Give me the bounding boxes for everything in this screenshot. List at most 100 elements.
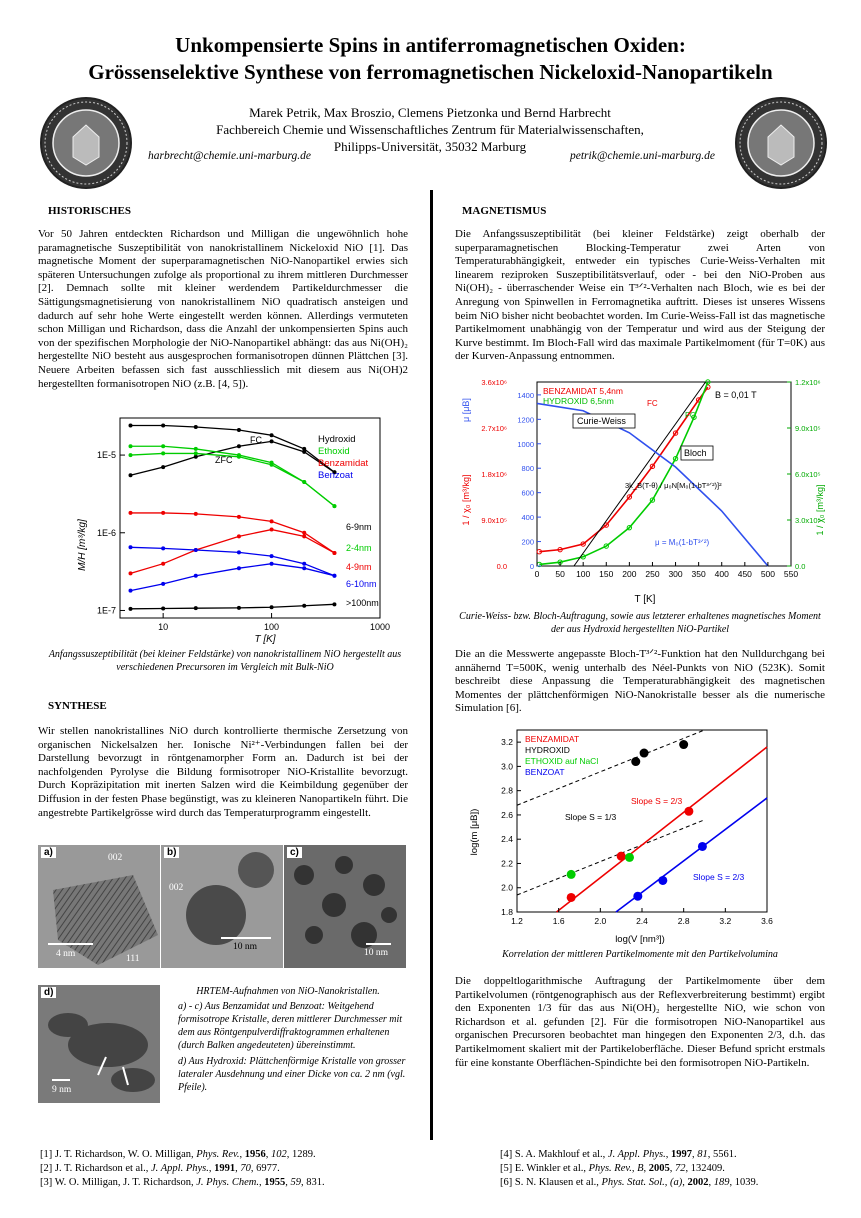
y-tick-label: 2.6	[501, 810, 513, 820]
data-point	[649, 497, 656, 503]
legend-entry: BENZOAT	[525, 767, 565, 777]
x-axis-label: T [K]	[635, 594, 656, 605]
data-point	[302, 530, 307, 535]
data-point	[672, 455, 679, 462]
legend-hydroxid: HYDROXID 6,5nm	[543, 396, 614, 406]
data-point	[332, 573, 337, 578]
data-point	[161, 465, 166, 470]
caption-chart2: Curie-Weiss- bzw. Bloch-Auftragung, sowi…	[459, 611, 821, 635]
micrograph-d-label: d)	[41, 987, 57, 998]
x-tick-label: 1.2	[511, 916, 523, 926]
reference-item: [6] S. N. Klausen et al., Phys. Stat. So…	[500, 1177, 759, 1188]
legend-entry: HYDROXID	[525, 745, 570, 755]
data-point	[236, 514, 241, 519]
data-point	[633, 891, 643, 901]
left-inner-tick-label: 200	[521, 538, 534, 547]
curie-weiss-label: Curie-Weiss	[577, 416, 626, 426]
data-point	[626, 494, 633, 500]
left-outer-axis-label: 1 / χ₀ [m³/kg]	[461, 475, 471, 526]
x-tick-label: 10	[158, 622, 168, 632]
series-line	[539, 386, 709, 553]
references-right: [4] S. A. Makhlouf et al., J. Appl. Phys…	[500, 1148, 840, 1190]
micrograph-b-label: b)	[164, 847, 180, 858]
data-point	[161, 581, 166, 586]
left-inner-tick-label: 400	[521, 513, 534, 522]
left-outer-tick-label: 2.7x10⁶	[481, 424, 507, 433]
email-left[interactable]: harbrecht@chemie.uni-marburg.de	[148, 150, 312, 162]
data-point	[566, 892, 576, 902]
slope-benzoat-label: Slope S = 2/3	[693, 872, 745, 882]
left-outer-tick-label: 9.0x10⁵	[481, 516, 507, 525]
micrograph-c-scalebar	[366, 943, 391, 945]
micrograph-a-annotation-002: 002	[108, 853, 123, 863]
data-point	[332, 470, 337, 475]
data-point	[269, 527, 274, 532]
legend-entry: Ethoxid	[318, 446, 350, 457]
left-inner-axis-label: μ [μB]	[461, 398, 471, 422]
x-tick-label: 500	[761, 569, 775, 579]
moment-formula: μ = M₀(1-bT³ᐟ²)	[655, 538, 710, 547]
legend-entry: BENZAMIDAT	[525, 734, 579, 744]
data-point	[236, 454, 241, 459]
micrograph-d-scale: 9 nm	[52, 1085, 72, 1095]
data-point	[128, 444, 133, 449]
series-line	[573, 381, 706, 567]
fc-green-label: FC	[685, 411, 696, 420]
y-tick-label: 3.0	[501, 761, 513, 771]
left-inner-tick-label: 1200	[517, 415, 534, 424]
authors: Marek Petrik, Max Broszio, Clemens Pietz…	[249, 105, 611, 120]
size-label: >100nm	[346, 598, 379, 608]
micrograph-b-annotation-002: 002	[169, 883, 184, 893]
email-right[interactable]: petrik@chemie.uni-marburg.de	[570, 150, 715, 162]
data-point	[236, 534, 241, 539]
y-axis-label: M/H [m³/kg]	[77, 519, 88, 571]
y-tick-label: 1E-5	[97, 450, 116, 460]
hrtem-caption-ac: a) - c) Aus Benzamidat und Benzoat: Weit…	[178, 1001, 403, 1051]
data-point	[193, 446, 198, 451]
data-point	[302, 446, 307, 451]
legend-entry: Hydroxid	[318, 434, 356, 445]
left-inner-tick-label: 1000	[517, 440, 534, 449]
legend-entry: Benzoat	[318, 470, 353, 481]
text-magnetismus-2: Die an die Messwerte angepasste Bloch-T³…	[455, 648, 825, 715]
right-tick-label: 9.0x10⁵	[795, 424, 821, 433]
hrtem-caption: HRTEM-Aufnahmen von NiO-Nanokristallen. …	[168, 985, 408, 1094]
micrograph-a-scale: 4 nm	[56, 949, 76, 959]
reference-item: [5] E. Winkler et al., Phys. Rev., B, 20…	[500, 1163, 725, 1174]
caption-chart3: Korrelation der mittleren Partikelmoment…	[502, 949, 778, 960]
data-point	[128, 588, 133, 593]
data-point	[128, 473, 133, 478]
data-point	[161, 510, 166, 515]
micrograph-b-scalebar	[221, 937, 271, 939]
data-point	[302, 603, 307, 608]
data-point	[236, 566, 241, 571]
data-point	[269, 554, 274, 559]
size-label: 6-10nm	[346, 579, 377, 589]
data-point	[128, 545, 133, 550]
data-point	[193, 606, 198, 611]
curie-weiss-bloch-chart: 0 50 100 150 200 250 300 350 400 450 500 5500.09.0x…	[461, 378, 825, 605]
data-point	[193, 573, 198, 578]
data-point	[705, 379, 711, 385]
data-point	[193, 511, 198, 516]
data-point	[566, 869, 576, 879]
data-point	[302, 566, 307, 571]
x-axis-label: T [K]	[254, 634, 275, 645]
x-tick-label: 200	[622, 569, 636, 579]
left-outer-tick-label: 1.8x10⁶	[481, 470, 507, 479]
column-divider	[430, 190, 433, 1140]
x-tick-label: 150	[599, 569, 613, 579]
bloch-label: Bloch	[684, 448, 707, 458]
micrograph-a: a) 002 111 4 nm	[38, 845, 160, 968]
right-tick-label: 6.0x10⁵	[795, 470, 821, 479]
data-point	[557, 546, 563, 553]
poster-title: Unkompensierte Spins in antiferromagneti…	[88, 33, 773, 84]
legend-entry: ETHOXID auf NaCl	[525, 756, 598, 766]
data-point	[236, 428, 241, 433]
data-point	[128, 423, 133, 428]
series-line	[536, 402, 769, 567]
series-line	[130, 546, 335, 577]
data-point	[193, 548, 198, 553]
data-point	[161, 451, 166, 456]
data-point	[679, 740, 689, 750]
